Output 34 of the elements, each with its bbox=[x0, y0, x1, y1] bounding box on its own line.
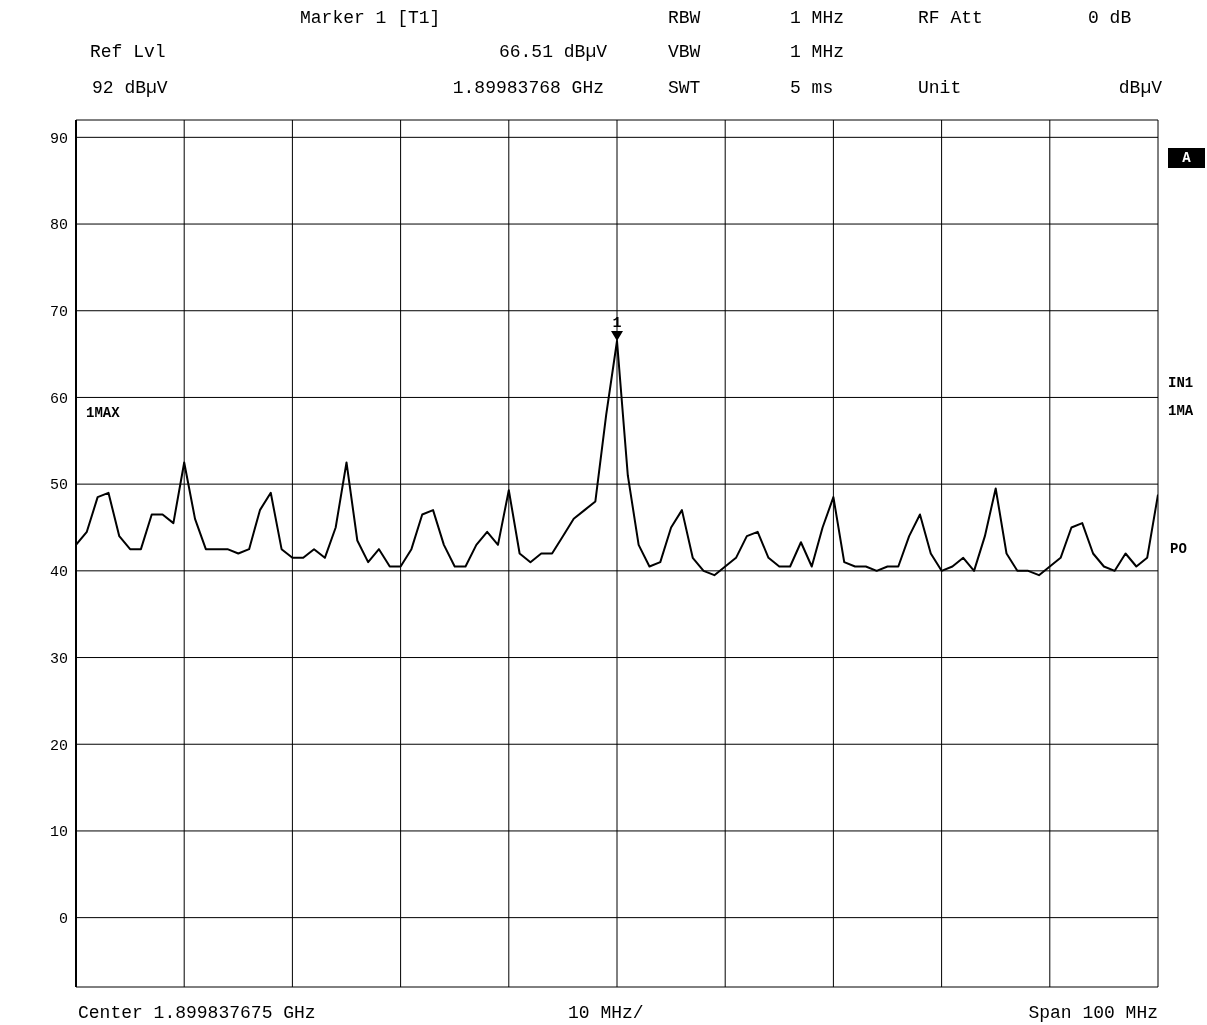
text: A bbox=[1168, 148, 1205, 168]
text: VBW bbox=[668, 42, 701, 62]
y-tick-label: 50 bbox=[49, 477, 68, 495]
y-tick-label: 30 bbox=[49, 650, 68, 668]
annotation: 1 bbox=[612, 315, 622, 332]
y-tick-label: 20 bbox=[49, 737, 68, 755]
text: 10 MHz/ bbox=[568, 1003, 644, 1023]
y-tick-label: 0 bbox=[58, 910, 68, 928]
text: 1 MHz bbox=[790, 8, 845, 28]
y-tick-label: 70 bbox=[49, 304, 68, 322]
y-tick-label: 60 bbox=[49, 390, 68, 408]
text: RBW bbox=[668, 8, 701, 28]
text: IN1 bbox=[1168, 374, 1194, 393]
y-tick-label: 90 bbox=[49, 130, 68, 148]
text: 1 MHz bbox=[790, 42, 845, 62]
annotation: 1MAX bbox=[86, 404, 120, 423]
text: 1MA bbox=[1168, 402, 1194, 421]
text: Span 100 MHz bbox=[1028, 1003, 1158, 1023]
text: Ref Lvl bbox=[90, 42, 166, 62]
text: 92 dBµV bbox=[92, 78, 168, 98]
text: 5 ms bbox=[790, 78, 834, 98]
text: 0 dB bbox=[1088, 8, 1132, 28]
text: dBµV bbox=[1118, 78, 1162, 98]
text: 1.89983768 GHz bbox=[452, 78, 604, 98]
y-tick-label: 10 bbox=[49, 824, 68, 842]
text: Marker 1 [T1] bbox=[300, 8, 441, 28]
text: RF Att bbox=[918, 8, 983, 28]
text: Center 1.899837675 GHz bbox=[78, 1003, 316, 1023]
y-tick-label: 40 bbox=[49, 564, 68, 582]
text: SWT bbox=[668, 78, 701, 98]
text: 66.51 dBµV bbox=[498, 42, 607, 62]
text: Unit bbox=[918, 78, 962, 98]
y-tick-label: 80 bbox=[49, 217, 68, 235]
text: PO bbox=[1170, 540, 1187, 559]
